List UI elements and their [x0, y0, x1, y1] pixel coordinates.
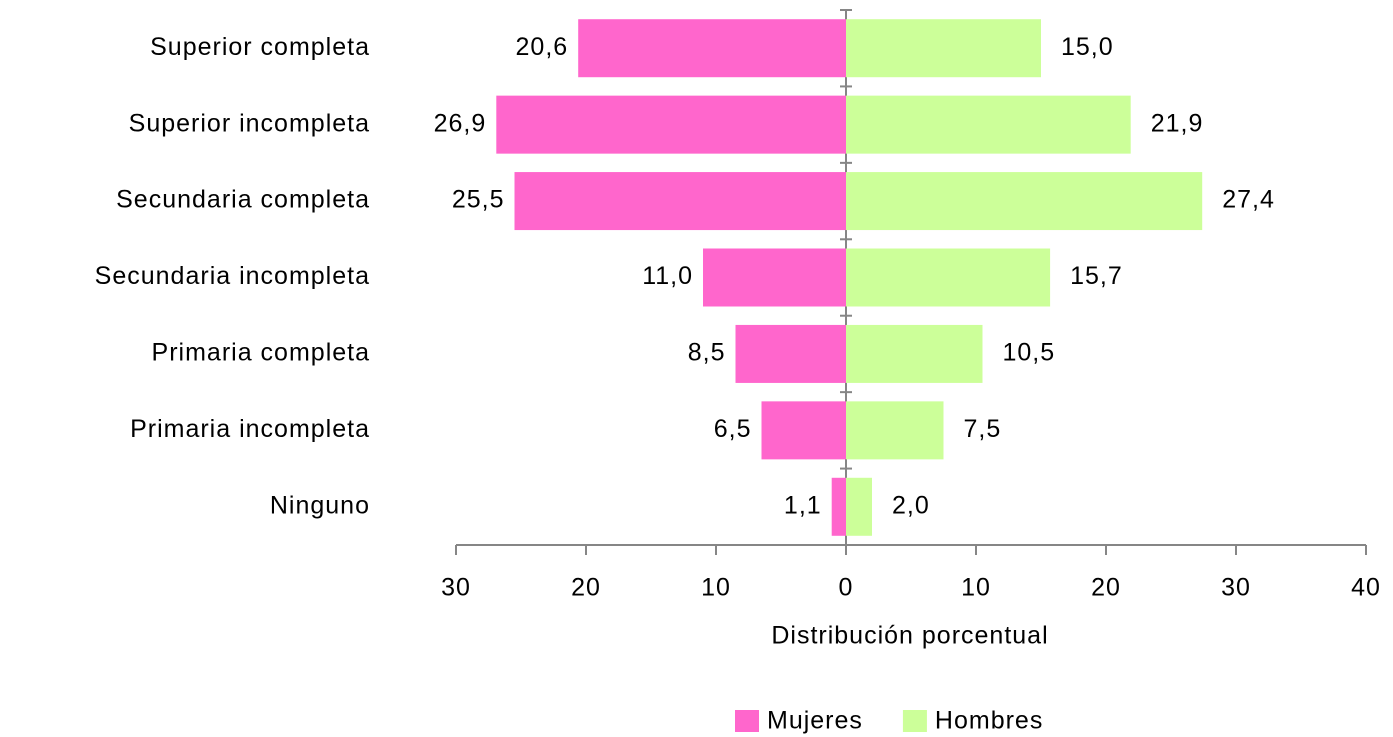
bar: [496, 95, 846, 154]
bar: [735, 324, 846, 383]
value-label: 21,9: [1151, 109, 1204, 137]
legend-swatch: [902, 710, 927, 732]
x-tick-label: 30: [1221, 574, 1251, 602]
legend-label: Mujeres: [767, 707, 863, 735]
legend-label: Hombres: [935, 707, 1043, 735]
bar: [703, 248, 846, 307]
y-tick-label: Secundaria completa: [116, 186, 370, 214]
bar: [831, 477, 846, 536]
x-tick-label: 10: [961, 574, 991, 602]
value-label: 27,4: [1222, 186, 1275, 214]
x-tick-label: 40: [1351, 574, 1381, 602]
value-label: 6,5: [714, 415, 752, 443]
value-label: 20,6: [516, 33, 569, 61]
y-tick-label: Primaria completa: [152, 339, 370, 367]
x-tick-label: 20: [571, 574, 601, 602]
y-tick-label: Superior completa: [150, 33, 370, 61]
bar: [578, 19, 846, 78]
bar: [846, 477, 872, 536]
x-tick-label: 0: [839, 574, 854, 602]
value-label: 2,0: [892, 491, 930, 519]
bar: [761, 401, 846, 460]
value-label: 25,5: [452, 186, 505, 214]
bar: [514, 172, 846, 231]
bar: [846, 248, 1051, 307]
value-label: 10,5: [1003, 339, 1056, 367]
value-label: 15,7: [1070, 262, 1123, 290]
x-tick-label: 30: [441, 574, 471, 602]
value-label: 7,5: [964, 415, 1002, 443]
legend-swatch: [735, 710, 759, 732]
value-label: 11,0: [642, 262, 693, 290]
value-label: 26,9: [434, 109, 487, 137]
y-tick-label: Primaria incompleta: [130, 415, 370, 443]
value-label: 15,0: [1061, 33, 1114, 61]
bar: [846, 172, 1203, 231]
value-label: 1,1: [784, 491, 822, 519]
bar: [846, 324, 983, 383]
x-tick-label: 10: [701, 574, 731, 602]
bar: [846, 401, 944, 460]
y-tick-label: Superior incompleta: [129, 109, 370, 137]
x-tick-label: 20: [1091, 574, 1121, 602]
y-tick-label: Secundaria incompleta: [95, 262, 370, 290]
value-label: 8,5: [688, 339, 726, 367]
x-axis-label: Distribución porcentual: [771, 622, 1048, 650]
y-tick-label: Ninguno: [270, 491, 370, 519]
bar: [846, 95, 1131, 154]
bar: [846, 19, 1041, 78]
